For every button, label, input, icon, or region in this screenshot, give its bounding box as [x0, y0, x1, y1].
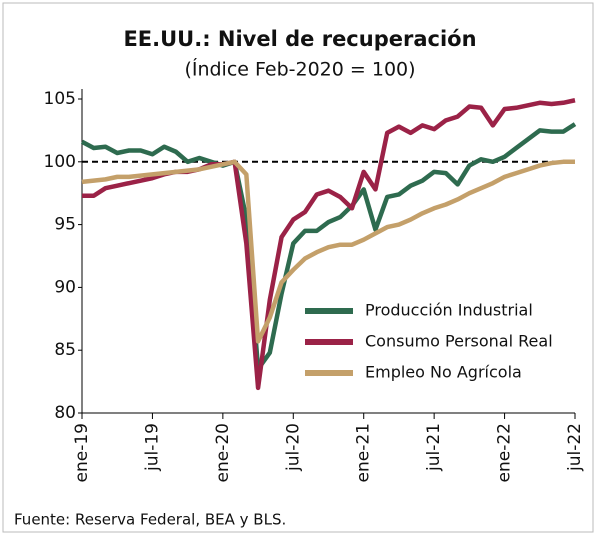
x-tick-label: jul-19: [142, 423, 162, 472]
source: Fuente: Reserva Federal, BEA y BLS.: [14, 511, 286, 529]
x-tick-label: jul-22: [565, 423, 585, 472]
legend-label: Consumo Personal Real: [365, 332, 553, 351]
chart-subtitle: (Índice Feb-2020 = 100): [184, 58, 415, 81]
x-tick-label: jul-21: [424, 423, 444, 472]
x-tick-label: jul-20: [283, 423, 303, 472]
legend-label: Producción Industrial: [365, 301, 533, 320]
x-tick-label: ene-20: [213, 423, 233, 482]
y-tick-label: 90: [54, 277, 76, 297]
y-tick-label: 85: [54, 340, 76, 360]
frame: [2, 2, 594, 533]
x-tick-label: ene-21: [354, 423, 374, 482]
series-line: [80, 122, 577, 372]
y-tick-label: 105: [44, 89, 76, 109]
series-line: [81, 159, 575, 344]
x-tick-label: ene-22: [495, 423, 515, 482]
legend-label: Empleo No Agrícola: [365, 363, 522, 382]
chart-title: EE.UU.: Nivel de recuperación: [123, 27, 476, 51]
x-tick-label: ene-19: [72, 423, 92, 482]
y-tick-label: 100: [44, 152, 76, 172]
y-tick-label: 80: [54, 403, 76, 423]
y-tick-label: 95: [54, 215, 76, 235]
